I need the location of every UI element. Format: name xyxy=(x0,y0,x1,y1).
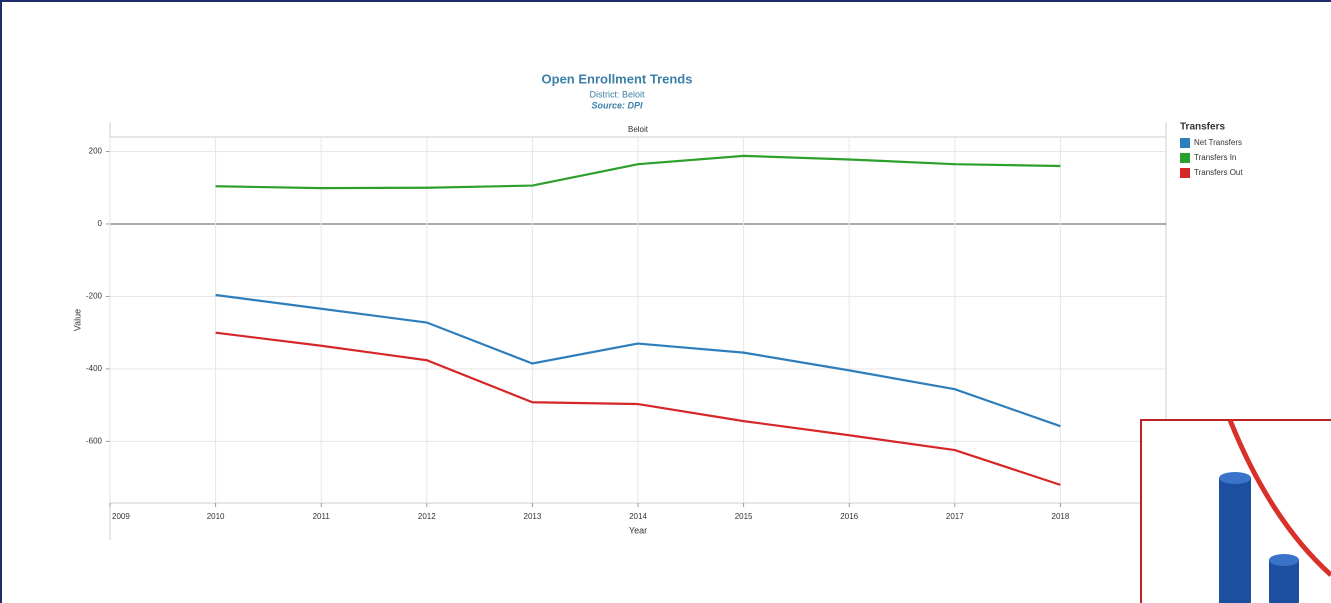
y-axis-label: Value xyxy=(72,309,82,331)
y-tick-label: -400 xyxy=(86,364,103,373)
panel-label: Beloit xyxy=(628,125,649,134)
chart-subtitle: District: Beloit xyxy=(589,89,645,99)
legend-swatch xyxy=(1180,138,1190,148)
y-tick-label: 0 xyxy=(98,219,103,228)
x-tick-label: 2016 xyxy=(840,512,858,521)
x-tick-label: 2009 xyxy=(112,512,130,521)
inset-curve xyxy=(1227,419,1331,577)
chart-title: Open Enrollment Trends xyxy=(542,71,693,86)
legend-label: Transfers Out xyxy=(1194,168,1243,177)
x-tick-label: 2012 xyxy=(418,512,436,521)
y-tick-label: 200 xyxy=(89,147,103,156)
series-line xyxy=(215,331,1061,486)
y-tick-label: -200 xyxy=(86,292,103,301)
x-tick-label: 2017 xyxy=(946,512,964,521)
inset-image xyxy=(1140,419,1331,603)
x-tick-label: 2013 xyxy=(524,512,542,521)
inset-cylinder xyxy=(1219,478,1251,603)
x-tick-label: 2018 xyxy=(1052,512,1070,521)
legend-swatch xyxy=(1180,153,1190,163)
inset-cylinder xyxy=(1269,560,1299,603)
legend-label: Net Transfers xyxy=(1194,138,1242,147)
legend-label: Transfers In xyxy=(1194,153,1236,162)
inset-cylinder-top xyxy=(1269,554,1299,566)
x-tick-label: 2011 xyxy=(313,512,331,521)
inset-cylinder-top xyxy=(1219,472,1251,484)
x-tick-label: 2014 xyxy=(629,512,647,521)
x-axis-label: Year xyxy=(629,525,647,535)
legend-swatch xyxy=(1180,168,1190,178)
series-line xyxy=(215,293,1061,428)
legend-title: Transfers xyxy=(1180,122,1225,133)
y-tick-label: -600 xyxy=(86,437,103,446)
x-tick-label: 2015 xyxy=(735,512,753,521)
series-line xyxy=(215,154,1061,190)
chart-source: Source: DPI xyxy=(591,100,643,110)
x-tick-label: 2010 xyxy=(207,512,225,521)
